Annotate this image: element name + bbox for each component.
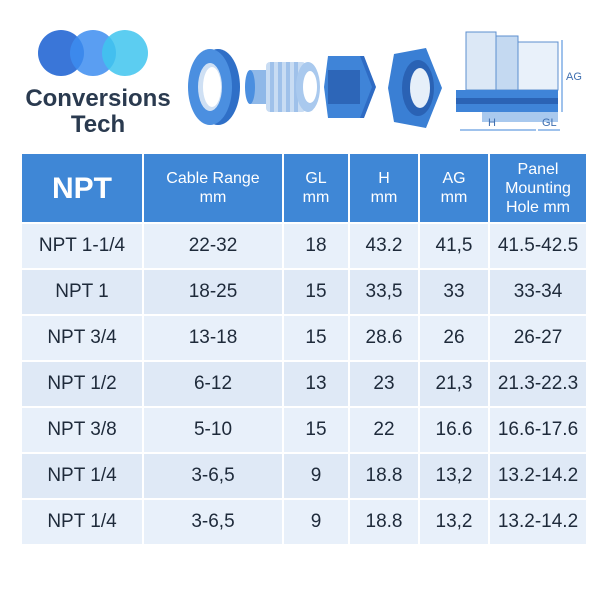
h-cell: 43.2 [350, 224, 418, 268]
panel-hole-cell: 13.2-14.2 [490, 500, 586, 544]
cable-range-cell: 5-10 [144, 408, 282, 452]
table-row: NPT 1/4 3-6,5 9 18.8 13,2 13.2-14.2 [22, 454, 586, 498]
header-label: Panel Mounting [505, 160, 571, 197]
h-cell: 23 [350, 362, 418, 406]
cable-range-cell: 22-32 [144, 224, 282, 268]
npt-size-cell: NPT 1-1/4 [22, 224, 142, 268]
gl-cell: 18 [284, 224, 348, 268]
npt-size-cell: NPT 3/8 [22, 408, 142, 452]
h-label: H [488, 117, 496, 129]
logo-text: Conversions Tech [18, 86, 178, 138]
cable-gland-illustrations: AG H GL [180, 20, 590, 145]
gl-cell: 9 [284, 500, 348, 544]
gl-cell: 15 [284, 408, 348, 452]
ag-label: AG [566, 71, 582, 83]
panel-hole-cell: 16.6-17.6 [490, 408, 586, 452]
header-unit: mm [440, 189, 468, 206]
table-row: NPT 3/4 13-18 15 28.6 26 26-27 [22, 316, 586, 360]
gl-cell: 9 [284, 454, 348, 498]
npt-size-cell: NPT 3/4 [22, 316, 142, 360]
panel-hole-cell: 41.5-42.5 [490, 224, 586, 268]
header-unit: mm [370, 189, 398, 206]
logo-circles-icon [38, 30, 168, 78]
cross-section-diagram: AG H GL [456, 31, 582, 131]
seal-ring-icon [188, 49, 240, 125]
cable-range-cell: 3-6,5 [144, 500, 282, 544]
header-label: H [378, 170, 390, 187]
npt-size-cell: NPT 1/2 [22, 362, 142, 406]
ag-cell: 16.6 [420, 408, 488, 452]
ag-cell: 33 [420, 270, 488, 314]
gl-label: GL [542, 117, 557, 129]
cable-range-cell: 6-12 [144, 362, 282, 406]
npt-size-cell: NPT 1 [22, 270, 142, 314]
ag-cell: 13,2 [420, 500, 488, 544]
ag-cell: 41,5 [420, 224, 488, 268]
table-body: NPT 1-1/4 22-32 18 43.2 41,5 41.5-42.5 NPT 1 18… [22, 224, 586, 544]
clamp-insert-icon [245, 62, 320, 112]
header-label: GL [305, 170, 327, 187]
logo-line1: Conversions [25, 85, 171, 112]
header-unit: mm [302, 189, 330, 206]
h-cell: 18.8 [350, 500, 418, 544]
table-row: NPT 1/2 6-12 13 23 21,3 21.3-22.3 [22, 362, 586, 406]
h-cell: 28.6 [350, 316, 418, 360]
cable-range-cell: 18-25 [144, 270, 282, 314]
table-row: NPT 3/8 5-10 15 22 16.6 16.6-17.6 [22, 408, 586, 452]
lock-nut-icon [388, 48, 442, 128]
npt-spec-table: NPT Cable Range mm GL mm H mm AG mm [20, 152, 586, 546]
h-cell: 18.8 [350, 454, 418, 498]
header-h: H mm [350, 154, 418, 222]
panel-hole-cell: 26-27 [490, 316, 586, 360]
table-row: NPT 1 18-25 15 33,5 33 33-34 [22, 270, 586, 314]
brand-logo: Conversions Tech [18, 30, 178, 140]
header-label: Cable Range [166, 170, 260, 187]
hex-nut-icon [324, 56, 376, 118]
header-npt: NPT [22, 154, 142, 222]
header-label: AG [442, 170, 466, 187]
npt-size-cell: NPT 1/4 [22, 500, 142, 544]
panel-hole-cell: 33-34 [490, 270, 586, 314]
header-gl: GL mm [284, 154, 348, 222]
header-ag: AG mm [420, 154, 488, 222]
header-unit: mm [199, 189, 227, 206]
header-cable-range: Cable Range mm [144, 154, 282, 222]
header-unit: Hole mm [505, 198, 570, 216]
panel-hole-cell: 21.3-22.3 [490, 362, 586, 406]
cable-range-cell: 13-18 [144, 316, 282, 360]
logo-line2: Tech [70, 111, 126, 138]
gl-cell: 13 [284, 362, 348, 406]
panel-hole-cell: 13.2-14.2 [490, 454, 586, 498]
table-row: NPT 1-1/4 22-32 18 43.2 41,5 41.5-42.5 [22, 224, 586, 268]
ag-cell: 21,3 [420, 362, 488, 406]
header-panel-hole: Panel Mounting Hole mm [490, 154, 586, 222]
ag-cell: 13,2 [420, 454, 488, 498]
table-row: NPT 1/4 3-6,5 9 18.8 13,2 13.2-14.2 [22, 500, 586, 544]
h-cell: 33,5 [350, 270, 418, 314]
gl-cell: 15 [284, 316, 348, 360]
header-npt-label: NPT [52, 171, 112, 205]
h-cell: 22 [350, 408, 418, 452]
npt-size-cell: NPT 1/4 [22, 454, 142, 498]
ag-cell: 26 [420, 316, 488, 360]
gl-cell: 15 [284, 270, 348, 314]
table-header-row: NPT Cable Range mm GL mm H mm AG mm [22, 154, 586, 222]
cable-range-cell: 3-6,5 [144, 454, 282, 498]
